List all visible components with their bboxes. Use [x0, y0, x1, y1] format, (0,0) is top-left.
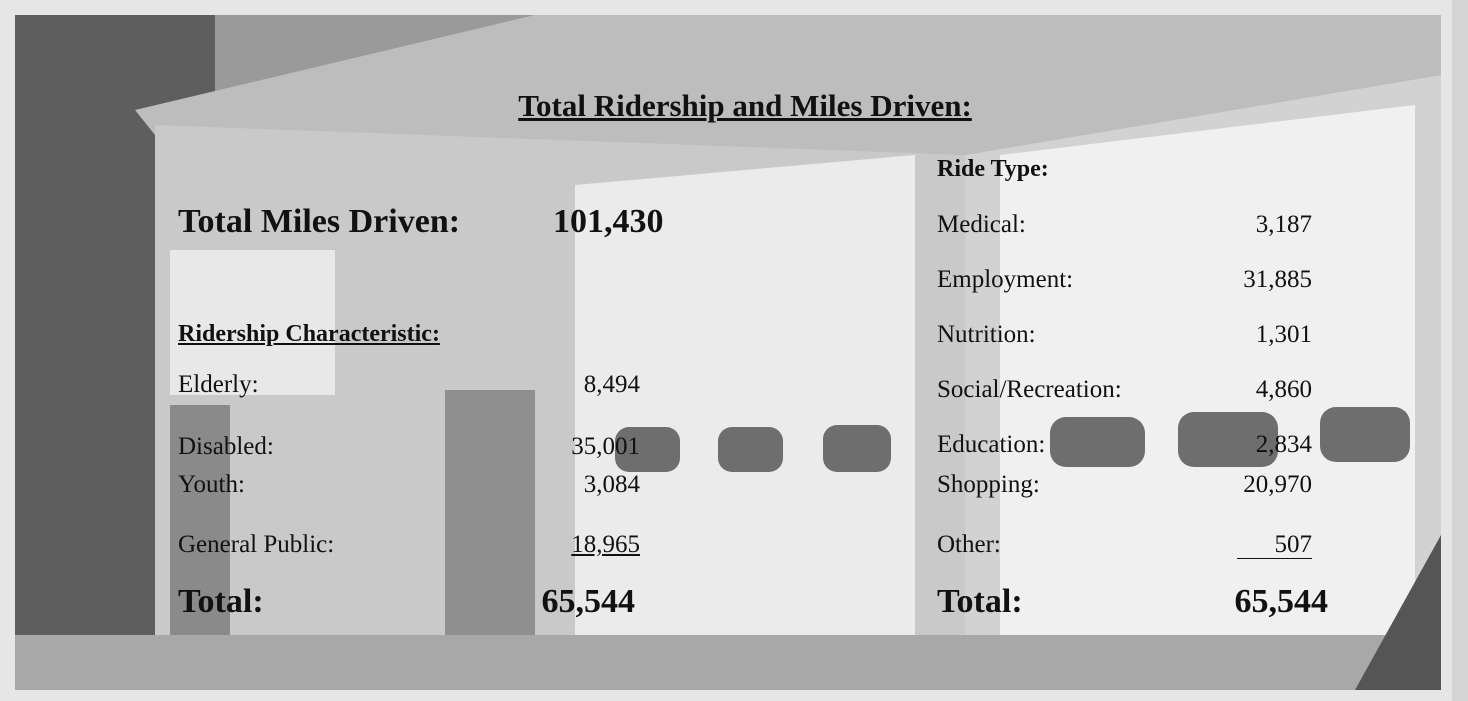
row-label: Youth: — [178, 472, 245, 497]
ridership-heading: Ridership Characteristic: — [178, 322, 440, 346]
row-label: Elderly: — [178, 372, 259, 397]
total-value: 65,544 — [1128, 585, 1328, 619]
row-value: 8,494 — [440, 372, 640, 397]
row-label: Education: — [937, 432, 1045, 457]
ride-type-heading: Ride Type: — [937, 157, 1049, 181]
row-value: 18,965 — [440, 532, 640, 557]
row-value: 3,187 — [1112, 212, 1312, 237]
miles-value: 101,430 — [553, 205, 664, 239]
row-value: 31,885 — [1112, 267, 1312, 292]
miles-label: Total Miles Driven: — [178, 205, 460, 239]
row-label: General Public: — [178, 532, 334, 557]
title: Total Ridership and Miles Driven: — [0, 90, 1468, 121]
row-label: Shopping: — [937, 472, 1040, 497]
total-label: Total: — [178, 585, 264, 619]
row-value: 35,001 — [440, 434, 640, 459]
row-value: 20,970 — [1112, 472, 1312, 497]
row-label: Nutrition: — [937, 322, 1036, 347]
row-label: Other: — [937, 532, 1001, 557]
row-label: Disabled: — [178, 434, 274, 459]
slide: Total Ridership and Miles Driven: Total … — [0, 0, 1468, 701]
row-value: 4,860 — [1112, 377, 1312, 402]
row-label: Social/Recreation: — [937, 377, 1122, 402]
row-label: Employment: — [937, 267, 1073, 292]
row-label: Medical: — [937, 212, 1026, 237]
row-value: 1,301 — [1112, 322, 1312, 347]
row-value: 2,834 — [1112, 432, 1312, 457]
total-label: Total: — [937, 585, 1023, 619]
total-value: 65,544 — [435, 585, 635, 619]
row-value: 507 — [1237, 532, 1312, 559]
row-value: 3,084 — [440, 472, 640, 497]
